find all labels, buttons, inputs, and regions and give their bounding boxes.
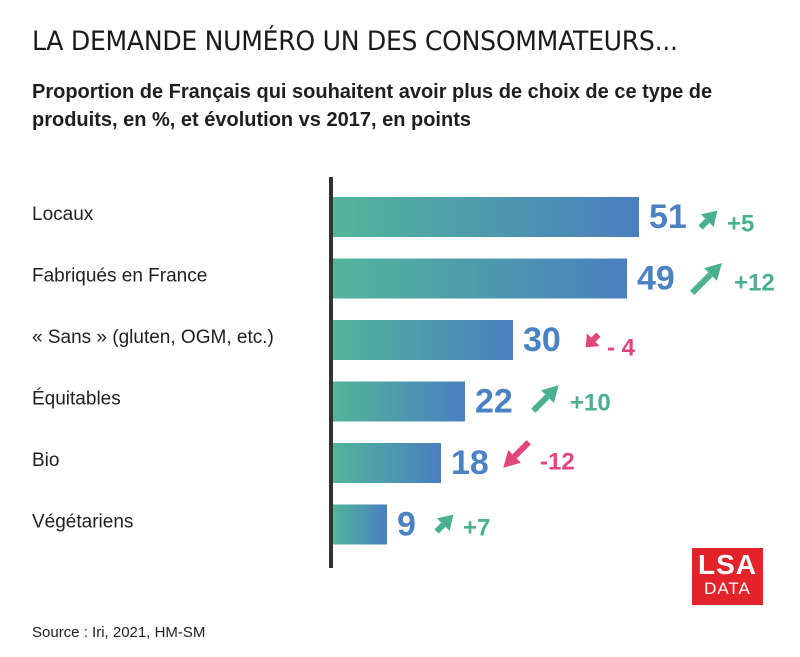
category-label: Végétariens (32, 512, 133, 533)
bar (333, 258, 627, 299)
arrow-up-icon (434, 514, 454, 534)
category-label: « Sans » (gluten, OGM, etc.) (32, 327, 274, 348)
bar (333, 320, 513, 360)
value-label: 30 (523, 321, 561, 359)
bar (333, 504, 387, 545)
logo-line2: DATA (704, 579, 751, 598)
value-label: 22 (475, 382, 513, 420)
source-note: Source : Iri, 2021, HM-SM (32, 624, 206, 641)
evolution-label: +5 (727, 210, 754, 237)
arrow-down-icon (503, 440, 531, 468)
value-label: 9 (397, 505, 416, 543)
evolution-label: +10 (570, 389, 611, 416)
category-label: Équitables (32, 389, 121, 410)
category-label: Locaux (32, 204, 94, 225)
category-label: Bio (32, 450, 59, 471)
arrow-up-icon (690, 263, 722, 295)
arrow-down-icon (585, 332, 601, 348)
arrow-up-icon (698, 210, 718, 230)
logo-line1: LSA (698, 549, 757, 580)
lsa-data-logo: LSA DATA (692, 548, 763, 605)
arrow-up-icon (531, 385, 559, 413)
bar (333, 443, 441, 483)
category-label: Fabriqués en France (32, 266, 207, 287)
evolution-label: - 4 (607, 334, 636, 361)
evolution-label: -12 (540, 448, 575, 475)
bar (333, 381, 465, 422)
value-label: 18 (451, 444, 489, 482)
value-label: 51 (649, 198, 687, 236)
bar (333, 197, 639, 237)
evolution-label: +7 (463, 514, 490, 541)
evolution-label: +12 (734, 269, 775, 296)
chart-title: LA DEMANDE NUMÉRO UN DES CONSOMMATEURS..… (32, 26, 678, 57)
chart-subtitle: Proportion de Français qui souhaitent av… (32, 81, 713, 131)
value-label: 49 (637, 259, 675, 297)
